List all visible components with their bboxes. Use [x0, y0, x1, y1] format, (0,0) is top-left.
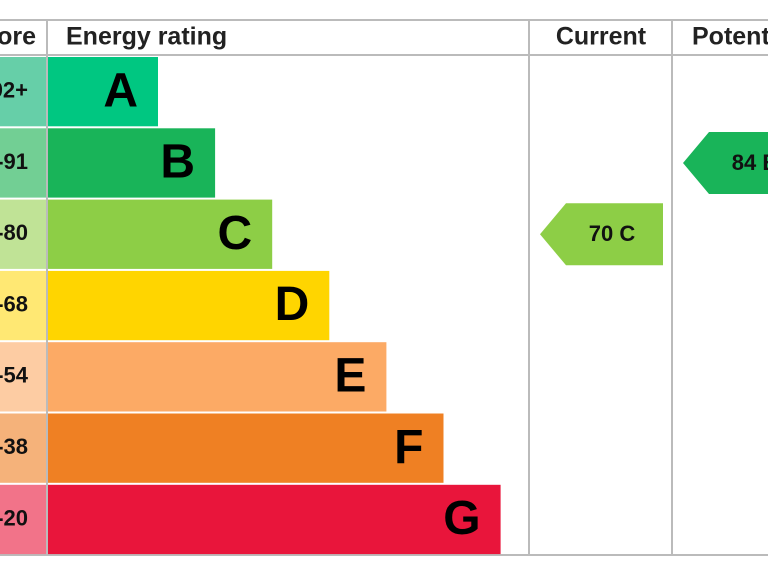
current-arrow [540, 203, 663, 266]
rating-letter: A [103, 64, 138, 117]
rating-letter: C [218, 207, 253, 260]
rating-bar [48, 270, 330, 341]
rating-header: Energy rating [66, 23, 227, 51]
score-range: 39-54 [0, 363, 29, 388]
rating-bar [48, 57, 158, 127]
rating-letter: B [160, 136, 195, 189]
rating-bar [48, 342, 387, 412]
rating-letter: D [275, 278, 310, 331]
rating-letter: G [443, 492, 480, 545]
rating-letter: F [394, 421, 423, 474]
score-header: Score [0, 23, 36, 51]
rating-bar [48, 128, 216, 198]
score-range: 21-38 [0, 434, 28, 459]
potential-label: 84 B [732, 150, 768, 175]
current-label: 70 C [589, 221, 636, 246]
rating-letter: E [334, 350, 366, 403]
potential-header: Potential [692, 23, 768, 51]
rating-bar [48, 484, 501, 555]
score-range: 55-68 [0, 291, 28, 316]
current-header: Current [556, 23, 647, 51]
score-cell [0, 342, 46, 412]
score-cell [0, 57, 46, 127]
score-cell [0, 128, 46, 198]
potential-arrow [683, 131, 768, 194]
rating-bar [48, 413, 444, 483]
score-cell [0, 484, 46, 555]
score-cell [0, 270, 46, 341]
score-range: 1-20 [0, 505, 28, 530]
score-range: 69-80 [0, 220, 28, 245]
score-cell [0, 199, 46, 269]
score-cell [0, 413, 46, 483]
score-range: 92+ [0, 77, 28, 102]
score-range: 81-91 [0, 149, 28, 174]
rating-bar [48, 199, 273, 269]
